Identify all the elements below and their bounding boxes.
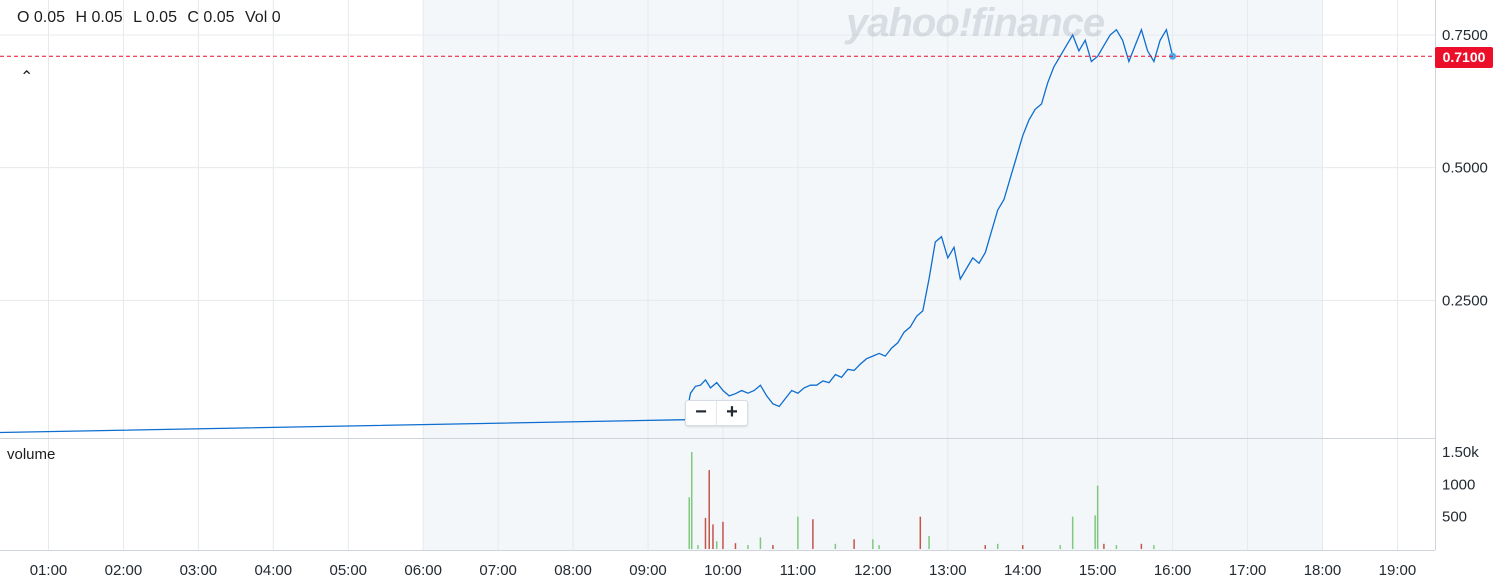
x-tick-label: 06:00 <box>404 562 442 579</box>
volume-bar <box>1071 516 1074 549</box>
volume-tick-label: 1.50k <box>1442 444 1479 461</box>
x-tick-label: 02:00 <box>105 562 143 579</box>
y-tick-label: 0.7500 <box>1442 27 1488 44</box>
zoom-out-button[interactable]: − <box>695 401 707 423</box>
volume-bar <box>834 543 837 549</box>
volume-bar <box>759 537 762 549</box>
volume-bar <box>712 524 714 549</box>
x-tick-label: 14:00 <box>1004 562 1042 579</box>
volume-bar <box>984 545 986 549</box>
y-tick-label: 0.2500 <box>1442 292 1488 309</box>
zoom-controls: − + <box>685 400 748 426</box>
x-tick-label: 08:00 <box>554 562 592 579</box>
volume-bar <box>690 452 693 549</box>
x-tick-label: 10:00 <box>704 562 742 579</box>
volume-bar <box>1140 543 1143 549</box>
volume-bar <box>697 545 699 549</box>
x-tick-label: 18:00 <box>1304 562 1342 579</box>
volume-bar <box>1153 545 1155 549</box>
volume-pane-label: volume <box>7 446 56 463</box>
yahoo-finance-watermark: yahoo!finance <box>846 1 1105 45</box>
volume-bar <box>1096 485 1099 549</box>
volume-bar <box>812 519 814 549</box>
x-tick-label: 12:00 <box>854 562 892 579</box>
x-tick-label: 05:00 <box>329 562 367 579</box>
x-tick-label: 16:00 <box>1154 562 1192 579</box>
x-tick-label: 09:00 <box>629 562 667 579</box>
close-value: C 0.05 <box>187 9 235 26</box>
volume-bar <box>704 517 707 549</box>
volume-bar <box>715 541 718 549</box>
price-series-line <box>0 27 1174 434</box>
x-tick-label: 01:00 <box>30 562 68 579</box>
x-tick-label: 17:00 <box>1229 562 1267 579</box>
volume-bar <box>1059 545 1061 549</box>
volume-bar <box>772 545 774 549</box>
volume-bar <box>797 516 799 549</box>
volume-bar <box>919 516 922 549</box>
volume-value: Vol 0 <box>245 9 281 26</box>
volume-bar <box>708 470 710 549</box>
x-tick-label: 07:00 <box>479 562 517 579</box>
x-tick-label: 15:00 <box>1079 562 1117 579</box>
volume-bar <box>872 539 874 549</box>
volume-bar <box>688 497 690 549</box>
ohlc-readout: O 0.05 H 0.05 L 0.05 C 0.05 Vol 0 <box>17 9 287 27</box>
volume-bar <box>1103 543 1105 549</box>
volume-bar <box>734 543 737 549</box>
y-tick-label: 0.5000 <box>1442 160 1488 177</box>
volume-bar <box>853 539 855 549</box>
zoom-in-button[interactable]: + <box>716 401 747 425</box>
open-value: O 0.05 <box>17 9 66 26</box>
volume-bar <box>1094 515 1096 549</box>
x-tick-label: 03:00 <box>180 562 218 579</box>
volume-bar <box>996 543 999 549</box>
low-value: L 0.05 <box>133 9 177 26</box>
volume-tick-label: 1000 <box>1442 476 1475 493</box>
volume-bar <box>1021 545 1024 549</box>
volume-bar <box>722 521 724 549</box>
current-price-tag: 0.7100 <box>1435 47 1493 68</box>
x-tick-label: 04:00 <box>255 562 293 579</box>
volume-bar <box>747 545 749 549</box>
x-tick-label: 13:00 <box>929 562 967 579</box>
volume-bar <box>928 536 930 549</box>
volume-bar <box>878 545 880 549</box>
high-value: H 0.05 <box>75 9 123 26</box>
x-tick-label: 19:00 <box>1379 562 1417 579</box>
x-tick-label: 11:00 <box>780 562 816 579</box>
volume-bar <box>1115 545 1118 549</box>
chevron-up-icon[interactable]: ⌃ <box>20 69 34 86</box>
volume-tick-label: 500 <box>1442 509 1467 526</box>
